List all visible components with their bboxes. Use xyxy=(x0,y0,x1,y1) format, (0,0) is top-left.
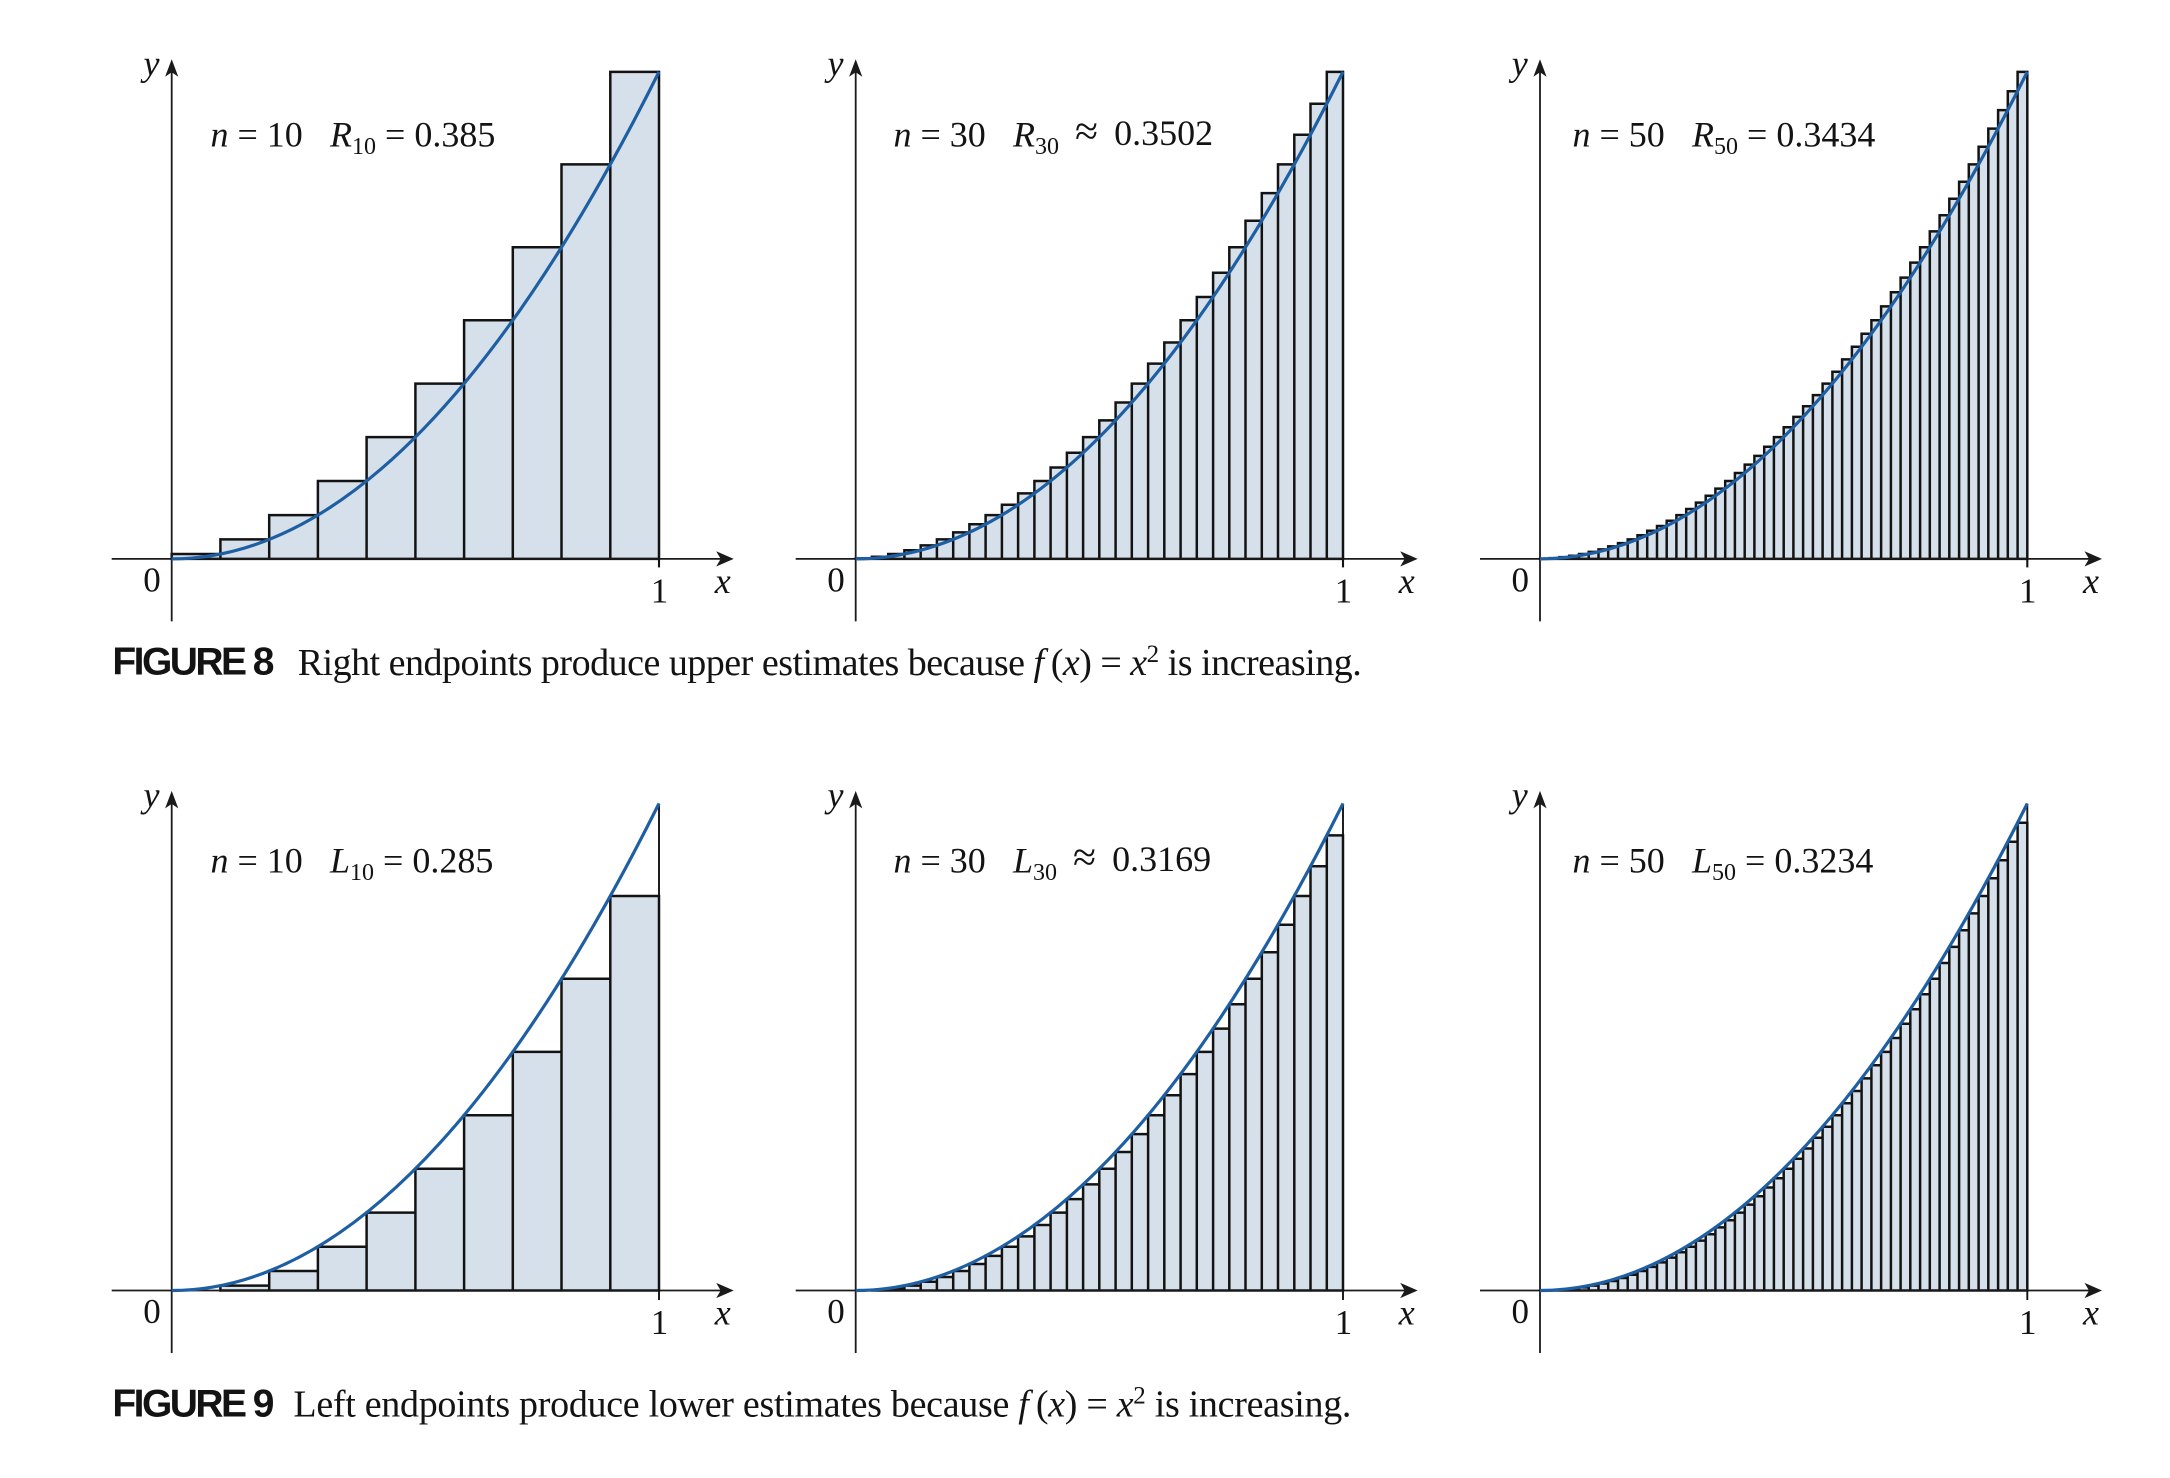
svg-text:n = 30: n = 30 xyxy=(894,841,986,881)
svg-text:Left endpoints produce lower e: Left endpoints produce lower estimates b… xyxy=(293,1383,1351,1426)
svg-text:L50 = 0.3234: L50 = 0.3234 xyxy=(1691,841,1873,887)
svg-text:y: y xyxy=(825,775,844,815)
svg-text:FIGURE 8: FIGURE 8 xyxy=(112,641,274,684)
svg-text:n = 10: n = 10 xyxy=(211,114,303,154)
svg-text:n = 50: n = 50 xyxy=(1573,841,1665,881)
svg-text:1: 1 xyxy=(2019,571,2037,610)
svg-text:R30 ≈ 0.3502: R30 ≈ 0.3502 xyxy=(1012,109,1213,160)
svg-text:0: 0 xyxy=(1512,1292,1530,1331)
svg-text:n = 50: n = 50 xyxy=(1573,114,1665,154)
svg-text:x: x xyxy=(714,561,731,601)
svg-text:0: 0 xyxy=(1512,560,1530,599)
svg-text:y: y xyxy=(141,775,160,815)
svg-text:y: y xyxy=(1509,775,1528,815)
svg-text:x: x xyxy=(2082,561,2099,601)
svg-text:x: x xyxy=(1398,1293,1415,1333)
svg-text:0: 0 xyxy=(827,560,845,599)
svg-text:1: 1 xyxy=(651,571,669,610)
svg-text:FIGURE 9: FIGURE 9 xyxy=(112,1383,274,1426)
svg-text:0: 0 xyxy=(143,1292,161,1331)
svg-text:x: x xyxy=(714,1293,731,1333)
svg-text:1: 1 xyxy=(1335,1303,1353,1342)
svg-text:y: y xyxy=(141,44,160,84)
svg-text:n = 10: n = 10 xyxy=(211,841,303,881)
svg-text:0: 0 xyxy=(827,1292,845,1331)
svg-text:n = 30: n = 30 xyxy=(894,114,986,154)
svg-text:1: 1 xyxy=(651,1303,669,1342)
svg-text:R50 = 0.3434: R50 = 0.3434 xyxy=(1691,114,1875,160)
svg-text:L30 ≈ 0.3169: L30 ≈ 0.3169 xyxy=(1012,835,1211,886)
svg-text:y: y xyxy=(1509,44,1528,84)
svg-text:0: 0 xyxy=(143,560,161,599)
svg-text:x: x xyxy=(1398,561,1415,601)
svg-text:Right endpoints produce upper: Right endpoints produce upper estimates … xyxy=(298,641,1362,684)
svg-text:L10 = 0.285: L10 = 0.285 xyxy=(329,841,493,887)
svg-text:y: y xyxy=(825,44,844,84)
svg-text:R10 = 0.385: R10 = 0.385 xyxy=(329,114,495,160)
svg-text:1: 1 xyxy=(1335,571,1353,610)
svg-text:x: x xyxy=(2082,1293,2099,1333)
svg-text:1: 1 xyxy=(2019,1303,2037,1342)
